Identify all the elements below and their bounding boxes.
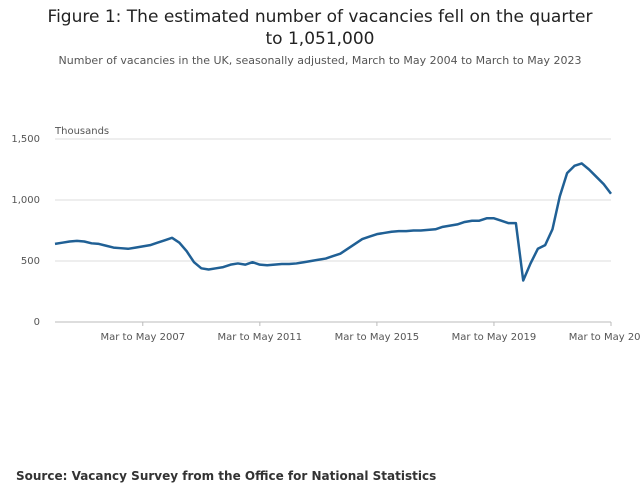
chart-subtitle: Number of vacancies in the UK, seasonall… (58, 54, 582, 67)
chart-title: Figure 1: The estimated number of vacanc… (47, 7, 593, 49)
source-note: Source: Vacancy Survey from the Office f… (16, 469, 437, 483)
y-tick-label: 500 (21, 256, 40, 267)
x-tick-label: Mar to May 2015 (335, 332, 420, 343)
y-tick-label: 1,500 (11, 134, 40, 145)
y-tick-label: 0 (34, 317, 40, 328)
y-tick-label: 1,000 (11, 195, 40, 206)
data-line (54, 162, 612, 282)
chart: Thousands 0 500 1,000 1,500 Mar to May 2007 M… (11, 126, 640, 343)
x-tick-label: Mar to May 2023 (569, 332, 640, 343)
x-tick-label: Mar to May 2007 (101, 332, 186, 343)
x-tick-label: Mar to May 2011 (218, 332, 303, 343)
x-tick-label: Mar to May 2019 (452, 332, 537, 343)
y-axis-label: Thousands (54, 126, 109, 137)
